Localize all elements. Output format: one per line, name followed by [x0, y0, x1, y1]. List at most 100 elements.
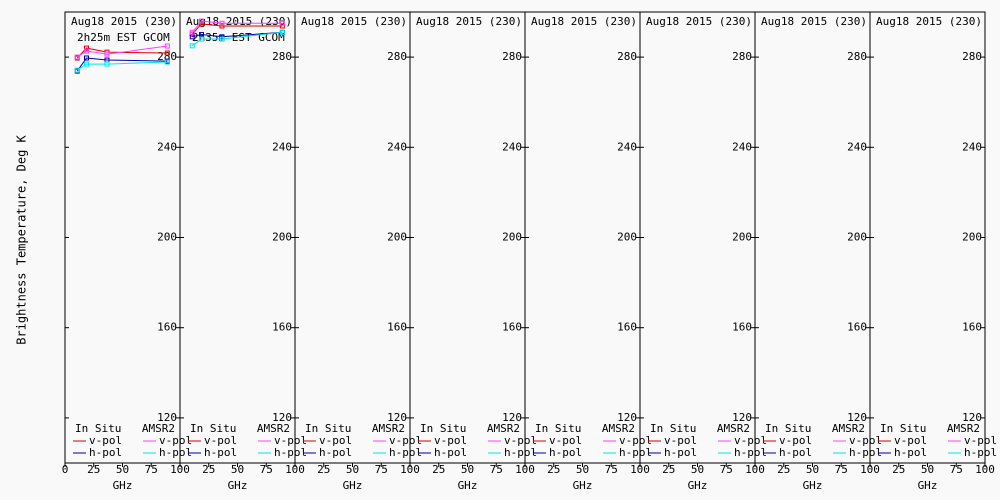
legend-label: h-pol: [274, 446, 307, 459]
legend-title: In Situ: [75, 422, 121, 435]
x-tick-label: 0: [62, 463, 69, 476]
y-tick-label: 200: [962, 231, 982, 244]
legend-title: In Situ: [650, 422, 696, 435]
y-tick-label: 280: [272, 50, 292, 63]
y-tick-label: 280: [732, 50, 752, 63]
legend-label: h-pol: [779, 446, 812, 459]
x-tick-label: 25: [317, 463, 330, 476]
legend-label: v-pol: [319, 434, 352, 447]
legend-label: h-pol: [894, 446, 927, 459]
series-line: [76, 57, 168, 72]
legend-label: v-pol: [504, 434, 537, 447]
data-point: [189, 29, 195, 35]
data-point: [84, 61, 90, 67]
series-line: [76, 45, 168, 58]
legend-label: v-pol: [664, 434, 697, 447]
panel-subtitle: 2h25m EST GCOM: [77, 31, 170, 44]
y-tick-label: 280: [962, 50, 982, 63]
x-tick-label: 100: [515, 463, 535, 476]
y-tick-label: 240: [387, 140, 407, 153]
legend-label: h-pol: [434, 446, 467, 459]
y-tick-label: 120: [502, 411, 522, 424]
y-tick-label: 160: [962, 321, 982, 334]
y-tick-label: 160: [617, 321, 637, 334]
data-point: [219, 36, 225, 42]
y-axis-title: Brightness Temperature, Deg K: [15, 134, 29, 344]
legend-label: h-pol: [734, 446, 767, 459]
x-tick-label: 25: [432, 463, 445, 476]
series-line: [191, 31, 283, 47]
data-point: [164, 59, 170, 65]
panel-title: Aug18 2015 (230): [71, 15, 177, 28]
x-tick-label: 25: [662, 463, 675, 476]
y-tick-label: 200: [732, 231, 752, 244]
y-tick-label: 160: [732, 321, 752, 334]
legend-label: v-pol: [964, 434, 997, 447]
y-tick-label: 280: [502, 50, 522, 63]
data-point: [279, 23, 285, 29]
x-tick-label: 25: [777, 463, 790, 476]
y-tick-label: 160: [847, 321, 867, 334]
data-point: [219, 23, 225, 29]
y-tick-label: 160: [157, 321, 177, 334]
data-point: [199, 36, 205, 42]
legend-title: In Situ: [190, 422, 236, 435]
x-tick-label: 75: [375, 463, 388, 476]
x-tick-label: 100: [630, 463, 650, 476]
legend-title: AMSR2: [947, 422, 980, 435]
panel-title: Aug18 2015 (230): [301, 15, 407, 28]
legend-title: AMSR2: [142, 422, 175, 435]
y-tick-label: 120: [157, 411, 177, 424]
x-tick-label: 25: [547, 463, 560, 476]
legend-title: AMSR2: [602, 422, 635, 435]
x-tick-label: 50: [116, 463, 129, 476]
series-line: [76, 61, 168, 71]
y-tick-label: 240: [617, 140, 637, 153]
legend-label: h-pol: [849, 446, 882, 459]
x-axis-title: GHz: [228, 479, 248, 492]
panel-title: Aug18 2015 (230): [531, 15, 637, 28]
y-tick-label: 240: [157, 140, 177, 153]
panel-title: Aug18 2015 (230): [876, 15, 982, 28]
x-tick-label: 75: [145, 463, 158, 476]
y-tick-label: 120: [617, 411, 637, 424]
legend-label: h-pol: [619, 446, 652, 459]
legend-label: h-pol: [504, 446, 537, 459]
legend-label: v-pol: [849, 434, 882, 447]
legend-label: v-pol: [894, 434, 927, 447]
y-tick-label: 200: [157, 231, 177, 244]
legend-label: v-pol: [434, 434, 467, 447]
x-tick-label: 100: [745, 463, 765, 476]
data-point: [219, 20, 225, 26]
legend-title: In Situ: [305, 422, 351, 435]
y-tick-label: 240: [962, 140, 982, 153]
y-tick-label: 280: [387, 50, 407, 63]
legend-label: v-pol: [89, 434, 122, 447]
x-axis-title: GHz: [688, 479, 708, 492]
legend-label: h-pol: [964, 446, 997, 459]
y-tick-label: 280: [847, 50, 867, 63]
x-tick-label: 50: [461, 463, 474, 476]
data-point: [164, 50, 170, 56]
y-tick-label: 200: [387, 231, 407, 244]
legend-label: v-pol: [204, 434, 237, 447]
legend-title: AMSR2: [717, 422, 750, 435]
legend-label: v-pol: [549, 434, 582, 447]
x-tick-label: 50: [346, 463, 359, 476]
x-axis-title: GHz: [573, 479, 593, 492]
data-point: [74, 67, 80, 73]
y-tick-label: 120: [962, 411, 982, 424]
x-tick-label: 50: [576, 463, 589, 476]
data-point: [84, 45, 90, 51]
legend-title: In Situ: [880, 422, 926, 435]
x-tick-label: 25: [87, 463, 100, 476]
y-tick-label: 200: [502, 231, 522, 244]
data-point: [84, 48, 90, 54]
x-tick-label: 75: [950, 463, 963, 476]
series-line: [76, 47, 168, 59]
y-tick-label: 240: [732, 140, 752, 153]
y-tick-label: 240: [847, 140, 867, 153]
y-tick-label: 200: [847, 231, 867, 244]
x-axis-title: GHz: [918, 479, 938, 492]
